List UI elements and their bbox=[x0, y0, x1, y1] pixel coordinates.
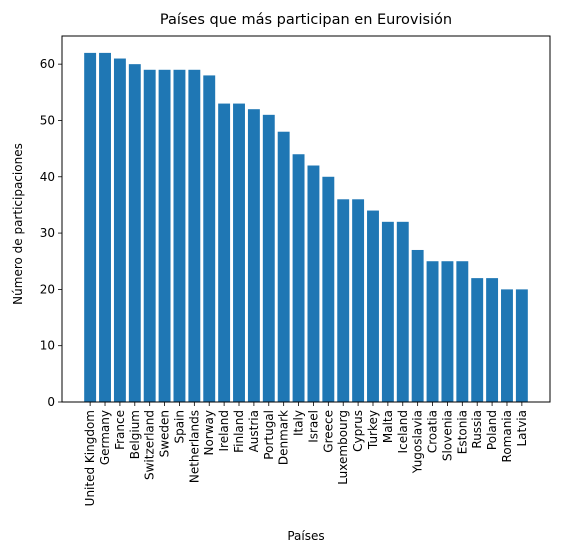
bar-switzerland bbox=[143, 69, 156, 403]
x-tick-label: Croatia bbox=[426, 410, 440, 453]
x-tick-label: Luxembourg bbox=[336, 410, 350, 485]
x-tick-label: Portugal bbox=[262, 410, 276, 460]
x-tick-label: Iceland bbox=[396, 410, 410, 453]
bar-ireland bbox=[218, 103, 231, 403]
x-tick-label: Denmark bbox=[277, 410, 291, 465]
x-tick-label: Malta bbox=[381, 410, 395, 443]
bar-germany bbox=[99, 52, 111, 403]
x-tick-label: Netherlands bbox=[187, 410, 201, 483]
x-tick-label: Austria bbox=[247, 410, 261, 452]
bar-croatia bbox=[426, 261, 439, 402]
x-tick-label: Russia bbox=[470, 410, 484, 449]
x-tick-label: Ireland bbox=[217, 410, 231, 452]
x-axis-label: Países bbox=[287, 529, 324, 543]
x-tick-label: Israel bbox=[306, 410, 320, 443]
bar-spain bbox=[173, 69, 186, 403]
bar-belgium bbox=[128, 64, 141, 403]
y-tick-label: 40 bbox=[40, 170, 55, 184]
bar-france bbox=[113, 58, 126, 403]
bar-poland bbox=[486, 278, 499, 402]
plot-frame bbox=[61, 35, 551, 403]
x-tick-label: Latvia bbox=[515, 410, 529, 447]
bar-turkey bbox=[367, 210, 379, 402]
bar-israel bbox=[307, 165, 320, 402]
bar-norway bbox=[203, 75, 216, 403]
bar-italy bbox=[292, 154, 305, 402]
bars-group bbox=[84, 52, 528, 403]
bar-netherlands bbox=[188, 69, 201, 403]
chart-title: Países que más participan en Eurovisión bbox=[160, 12, 452, 28]
bar-greece bbox=[322, 176, 335, 402]
bar-sweden bbox=[158, 69, 171, 403]
x-tick-label: Spain bbox=[172, 410, 186, 444]
x-tick-label: Finland bbox=[232, 410, 246, 453]
bar-finland bbox=[233, 103, 245, 403]
x-tick-label: Slovenia bbox=[440, 410, 454, 461]
bar-slovenia bbox=[441, 261, 454, 402]
bar-austria bbox=[247, 109, 260, 402]
bar-portugal bbox=[262, 114, 275, 402]
x-axis: United Kingdom Germany France Belgium Switze… bbox=[83, 402, 529, 506]
x-tick-label: Italy bbox=[292, 410, 306, 436]
y-axis: 0 10 20 30 40 50 60 bbox=[40, 57, 62, 409]
bar-iceland bbox=[396, 221, 409, 402]
x-tick-label: France bbox=[113, 410, 127, 450]
bar-cyprus bbox=[352, 199, 365, 402]
x-tick-label: Norway bbox=[202, 410, 216, 456]
y-tick-label: 0 bbox=[47, 395, 55, 409]
x-tick-label: Poland bbox=[485, 410, 499, 450]
x-tick-label: Estonia bbox=[455, 410, 469, 454]
x-tick-label: Romania bbox=[500, 410, 514, 462]
x-tick-label: Greece bbox=[321, 410, 335, 453]
y-tick-label: 60 bbox=[40, 57, 55, 71]
bar-romania bbox=[501, 289, 513, 402]
bar-russia bbox=[471, 278, 484, 402]
bar-denmark bbox=[277, 131, 290, 402]
x-tick-label: Yugoslavia bbox=[411, 410, 425, 474]
bar-yugoslavia bbox=[411, 249, 424, 402]
x-tick-label: Turkey bbox=[366, 410, 380, 450]
y-tick-label: 30 bbox=[40, 226, 55, 240]
y-tick-label: 10 bbox=[40, 339, 55, 353]
x-tick-label: Germany bbox=[98, 410, 112, 465]
bar-malta bbox=[381, 221, 394, 402]
y-axis-label: Número de participaciones bbox=[11, 143, 25, 305]
y-tick-label: 20 bbox=[40, 282, 55, 296]
bar-latvia bbox=[515, 289, 528, 402]
x-tick-label: United Kingdom bbox=[83, 410, 97, 506]
bar-luxembourg bbox=[337, 199, 350, 402]
x-tick-label: Belgium bbox=[128, 410, 142, 459]
x-tick-label: Sweden bbox=[158, 410, 172, 457]
bar-united-kingdom bbox=[84, 52, 97, 403]
y-tick-label: 50 bbox=[40, 113, 55, 127]
x-tick-label: Cyprus bbox=[351, 410, 365, 452]
x-tick-label: Switzerland bbox=[143, 410, 157, 480]
bar-estonia bbox=[456, 261, 469, 402]
